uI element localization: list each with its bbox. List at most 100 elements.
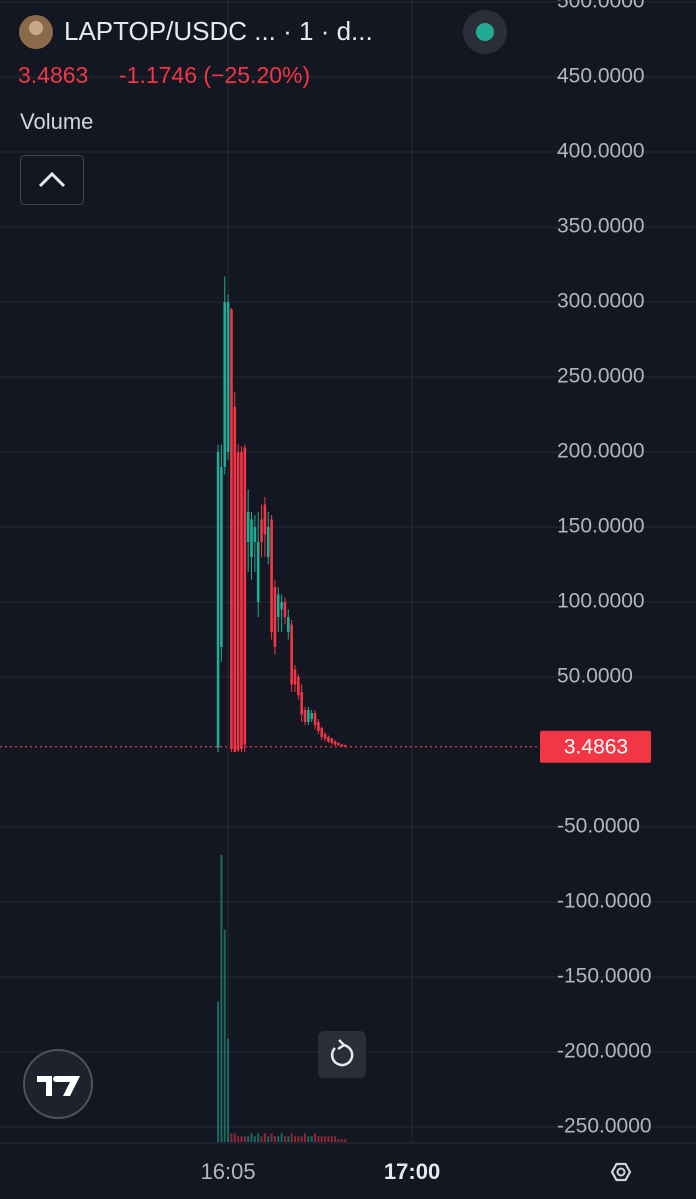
candle-body	[240, 451, 243, 749]
last-price-box	[540, 730, 651, 763]
volume-bar	[334, 1136, 337, 1142]
candle-body	[243, 447, 247, 745]
candle-body	[283, 601, 287, 617]
volume-bar	[220, 855, 223, 1142]
candle-body	[327, 736, 330, 742]
volume-bar	[297, 1136, 300, 1142]
status-dot	[476, 23, 494, 41]
collapse-button[interactable]	[20, 155, 84, 205]
y-tick-label: -50.0000	[557, 815, 640, 838]
x-tick-label: 16:05	[201, 1159, 256, 1184]
volume-bar	[240, 1136, 243, 1142]
volume-bar	[307, 1136, 310, 1142]
y-tick-label: 400.0000	[557, 140, 645, 163]
grid	[0, 0, 696, 1142]
reset-arrow	[337, 1039, 346, 1051]
volume-bar	[324, 1136, 327, 1142]
candle-body	[266, 526, 270, 557]
settings-icon[interactable]	[610, 1162, 632, 1182]
volume-bar	[250, 1133, 253, 1142]
volume-bar	[277, 1136, 280, 1142]
candle-body	[297, 676, 300, 695]
candle-body	[220, 466, 223, 647]
y-tick-label: -100.0000	[557, 890, 652, 913]
candle-body	[233, 406, 237, 752]
volume-bar	[223, 929, 226, 1142]
candle-body	[256, 541, 260, 602]
volume-bar	[227, 1038, 230, 1142]
y-tick-label: 100.0000	[557, 590, 645, 613]
volume-bar	[317, 1136, 320, 1142]
candle-body	[223, 301, 227, 467]
candle-body	[303, 709, 307, 722]
volume-bar	[300, 1136, 303, 1142]
candle-body	[230, 309, 233, 749]
candle-body	[317, 721, 320, 731]
candle-body	[246, 511, 250, 542]
volume-bar	[253, 1136, 256, 1142]
volume-bar	[263, 1133, 266, 1142]
chevron-up-icon	[38, 171, 66, 188]
volume-bar	[217, 1001, 220, 1142]
candle-body	[260, 519, 263, 542]
candle-body	[293, 669, 297, 685]
volume-bar	[267, 1136, 270, 1142]
volume-bar	[257, 1133, 260, 1142]
candle-body	[340, 744, 344, 746]
y-tick-label: 300.0000	[557, 290, 645, 313]
settings-icon-center	[616, 1167, 626, 1177]
volume-bar	[283, 1136, 286, 1142]
candle-body	[286, 616, 290, 632]
candle-body	[313, 712, 317, 725]
candle-body	[250, 519, 253, 557]
candle-body	[216, 451, 220, 748]
y-tick-label: -150.0000	[557, 965, 652, 988]
y-tick-label: -250.0000	[557, 1115, 652, 1138]
volume-bar	[330, 1136, 333, 1142]
price-change: -1.1746 (−25.20%)	[119, 62, 310, 88]
candle-body	[276, 594, 280, 617]
tradingview-logo[interactable]	[23, 1049, 93, 1119]
volume-bar	[337, 1139, 340, 1142]
candle-body	[226, 301, 230, 452]
volume-bar	[290, 1133, 293, 1142]
x-tick-label: 17:00	[384, 1159, 440, 1184]
volume-bar	[260, 1136, 263, 1142]
reset-icon	[330, 1043, 354, 1067]
volume-bar	[230, 1133, 233, 1142]
volume-bar	[270, 1133, 273, 1142]
volume-bar	[287, 1136, 290, 1142]
y-tick-label: 50.0000	[557, 665, 633, 688]
candle-body	[270, 519, 273, 632]
candle-body	[330, 738, 334, 743]
y-tick-label: 450.0000	[557, 65, 645, 88]
axis-labels: 500.0000 450.0000 400.0000 350.0000 300.0000…	[201, 0, 652, 1184]
pair-label[interactable]: LAPTOP/USDC ... · 1 · d...	[64, 16, 373, 46]
candle-body	[253, 526, 257, 542]
volume-bar	[273, 1136, 276, 1142]
volume-bar	[304, 1133, 307, 1142]
volume-bar	[320, 1136, 323, 1142]
candle-body	[320, 727, 324, 737]
y-tick-label: 350.0000	[557, 215, 645, 238]
candle-body	[343, 745, 347, 747]
volume-bar	[233, 1133, 236, 1142]
volume-label: Volume	[20, 109, 93, 134]
y-tick-label: 250.0000	[557, 365, 645, 388]
volume-bar	[310, 1136, 313, 1142]
logo-dot	[53, 1076, 59, 1082]
candle-body	[300, 691, 303, 715]
volume-bar	[340, 1139, 343, 1142]
candle-body	[333, 741, 337, 745]
last-price-label: 3.4863	[564, 735, 628, 758]
volume-bar	[293, 1136, 296, 1142]
volume-bar	[243, 1136, 246, 1142]
reset-button[interactable]	[318, 1031, 366, 1078]
candle-body	[310, 712, 314, 719]
volume-bar	[327, 1136, 330, 1142]
candle-body	[280, 601, 283, 610]
volume-bar	[280, 1133, 283, 1142]
